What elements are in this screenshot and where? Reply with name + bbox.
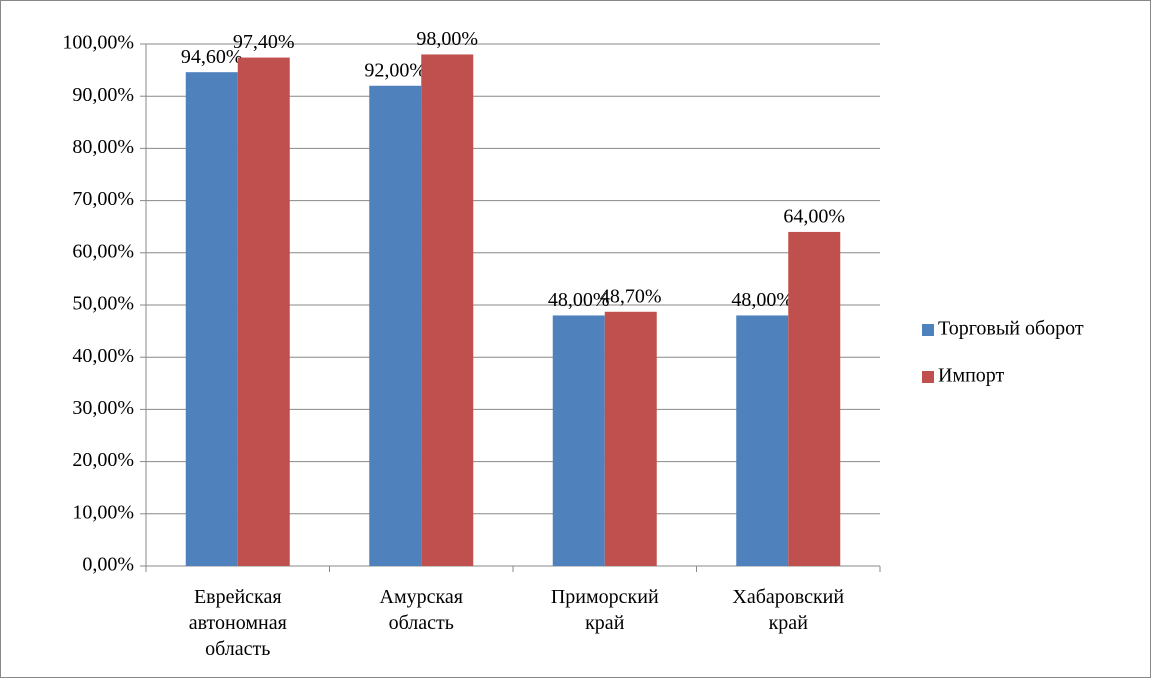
x-tick-label: Хабаровский край bbox=[732, 586, 845, 634]
y-tick-label: 60,00% bbox=[72, 240, 134, 262]
data-label: 92,00% bbox=[364, 59, 426, 81]
data-label: 48,70% bbox=[600, 285, 662, 307]
legend-label: Импорт bbox=[938, 365, 1005, 387]
y-tick-label: 10,00% bbox=[72, 501, 134, 523]
bar bbox=[185, 72, 238, 567]
bar bbox=[788, 231, 841, 567]
bar bbox=[736, 315, 789, 566]
bar bbox=[421, 54, 474, 566]
bar bbox=[552, 315, 605, 566]
y-tick-label: 20,00% bbox=[72, 449, 134, 471]
y-tick-label: 50,00% bbox=[72, 293, 134, 315]
data-label: 98,00% bbox=[416, 28, 478, 50]
legend-swatch bbox=[922, 324, 934, 336]
bar bbox=[369, 85, 422, 566]
y-tick-label: 0,00% bbox=[82, 554, 134, 576]
y-tick-label: 80,00% bbox=[72, 136, 134, 158]
x-tick-label: Амурская область bbox=[379, 586, 463, 634]
bar bbox=[237, 57, 290, 567]
x-tick-label: Еврейская автономная область bbox=[188, 586, 287, 660]
data-label: 64,00% bbox=[783, 206, 845, 228]
y-tick-label: 30,00% bbox=[72, 397, 134, 419]
x-tick-label: Приморский край bbox=[550, 586, 659, 634]
data-label: 97,40% bbox=[233, 31, 295, 53]
y-tick-label: 70,00% bbox=[72, 188, 134, 210]
y-tick-label: 100,00% bbox=[62, 32, 134, 54]
y-tick-label: 40,00% bbox=[72, 345, 134, 367]
y-tick-label: 90,00% bbox=[72, 84, 134, 106]
data-label: 94,60% bbox=[181, 46, 243, 68]
data-label: 48,00% bbox=[731, 289, 793, 311]
bar bbox=[604, 311, 657, 566]
data-label: 48,00% bbox=[548, 289, 610, 311]
legend-label: Торговый оборот bbox=[938, 318, 1084, 340]
legend-swatch bbox=[922, 371, 934, 383]
